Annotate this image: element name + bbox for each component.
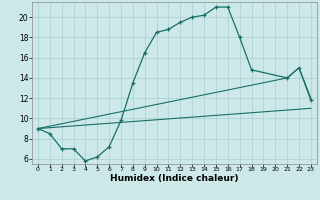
X-axis label: Humidex (Indice chaleur): Humidex (Indice chaleur): [110, 174, 239, 183]
